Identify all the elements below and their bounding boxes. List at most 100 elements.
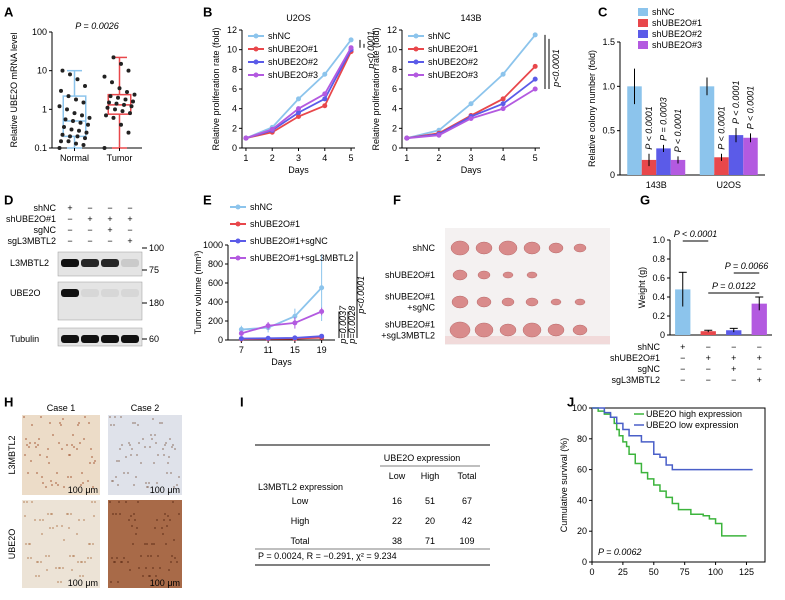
y-tick-label: 0.2 — [652, 311, 665, 321]
ihc-texture — [174, 448, 176, 450]
ihc-texture — [68, 527, 70, 529]
condition-sign: + — [107, 214, 112, 224]
legend-label: shUBE2O#1 — [428, 44, 478, 54]
ihc-texture — [31, 424, 33, 426]
tumor — [526, 271, 538, 279]
ihc-texture — [63, 539, 65, 541]
chart-title: U2OS — [286, 13, 311, 23]
condition-label: shUBE2O#1 — [610, 353, 660, 363]
mw-marker: 100 — [149, 243, 164, 253]
condition-sign: − — [107, 236, 112, 246]
mw-marker: 75 — [149, 265, 159, 275]
legend-label: shUBE2O#2 — [268, 57, 318, 67]
panel-label: I — [240, 395, 244, 410]
mw-marker: 60 — [149, 334, 159, 344]
ihc-texture — [163, 519, 165, 521]
ihc-texture — [119, 513, 121, 515]
x-tick-label: 1 — [404, 153, 409, 163]
ihc-texture — [29, 543, 31, 545]
ihc-texture — [48, 462, 50, 464]
condition-sign: + — [757, 353, 762, 363]
y-axis-label: Relative proliferation rate (fold) — [371, 27, 381, 150]
tumor — [522, 322, 542, 338]
legend-label: shNC — [428, 31, 451, 41]
ihc-texture — [38, 575, 40, 577]
y-tick-label: 0.5 — [602, 126, 615, 136]
ihc-texture — [45, 486, 47, 488]
point — [117, 86, 122, 91]
tumor — [574, 298, 586, 306]
point — [114, 101, 119, 106]
condition-sign: + — [731, 353, 736, 363]
point — [57, 146, 62, 150]
y-tick-label: 80 — [577, 434, 587, 444]
y-tick-label: 200 — [208, 316, 223, 326]
p-value: P < 0.0001 — [673, 109, 683, 152]
y-tick-label: 0.8 — [652, 254, 665, 264]
ihc-texture — [142, 438, 144, 440]
ihc-texture — [42, 519, 44, 521]
y-axis-label: Relative proliferation rate (fold) — [211, 27, 221, 150]
point — [81, 142, 86, 147]
ihc-texture — [120, 561, 122, 563]
ihc-texture — [76, 533, 78, 535]
point — [532, 63, 538, 69]
x-tick-label: 5 — [349, 153, 354, 163]
y-axis-label: Cumulative survival (%) — [559, 438, 569, 533]
point — [68, 72, 72, 77]
legend-marker — [413, 33, 419, 39]
legend-marker — [235, 238, 241, 244]
condition-label: shNC — [637, 342, 660, 352]
ihc-texture — [52, 434, 54, 436]
ihc-texture — [164, 444, 166, 446]
ihc-texture — [147, 555, 149, 557]
ihc-texture — [129, 569, 131, 571]
y-axis-label: Weight (g) — [637, 267, 647, 308]
ihc-texture — [57, 581, 59, 583]
x-axis-label: Days — [461, 165, 482, 175]
blot-band — [101, 259, 119, 267]
ihc-texture — [61, 448, 63, 450]
band-label: L3MBTL2 — [10, 258, 49, 268]
legend-marker — [235, 255, 241, 261]
condition-sign: − — [706, 364, 711, 374]
ihc-texture — [155, 575, 157, 577]
ihc-texture — [49, 422, 51, 424]
ihc-texture — [30, 460, 32, 462]
band-label: Tubulin — [10, 334, 39, 344]
legend-label: shUBE2O#3 — [428, 70, 478, 80]
blot-band — [101, 289, 119, 297]
point — [348, 45, 354, 51]
condition-sign: − — [87, 236, 92, 246]
ihc-texture — [145, 567, 147, 569]
ihc-texture — [73, 446, 75, 448]
point — [322, 103, 328, 109]
ihc-texture — [114, 416, 116, 418]
ihc-texture — [83, 438, 85, 440]
point — [102, 146, 107, 150]
tumor — [499, 323, 517, 337]
ihc-texture — [166, 472, 168, 474]
x-tick-label: 3 — [296, 153, 301, 163]
point — [107, 100, 111, 105]
legend-swatch — [638, 8, 648, 16]
point — [102, 74, 107, 79]
y-tick-label: 6 — [232, 84, 237, 94]
ihc-texture — [151, 438, 153, 440]
y-tick-label: 0.1 — [34, 143, 47, 153]
ihc-texture — [159, 422, 161, 424]
legend-marker — [253, 72, 259, 78]
y-tick-label: 8 — [392, 64, 397, 74]
legend-swatch — [638, 30, 648, 38]
table-footer: P = 0.0024, R = −0.291, χ² = 9.234 — [258, 551, 397, 561]
point — [57, 104, 62, 109]
ihc-texture — [47, 448, 49, 450]
point — [59, 88, 63, 93]
ihc-texture — [59, 567, 61, 569]
condition-label: sgL3MBTL2 — [611, 375, 660, 385]
legend-label: shUBE2O#1 — [268, 44, 318, 54]
tumor — [451, 295, 469, 309]
group-label: shNC — [412, 243, 435, 253]
x-axis-label: Days — [288, 165, 309, 175]
ihc-texture — [83, 519, 85, 521]
